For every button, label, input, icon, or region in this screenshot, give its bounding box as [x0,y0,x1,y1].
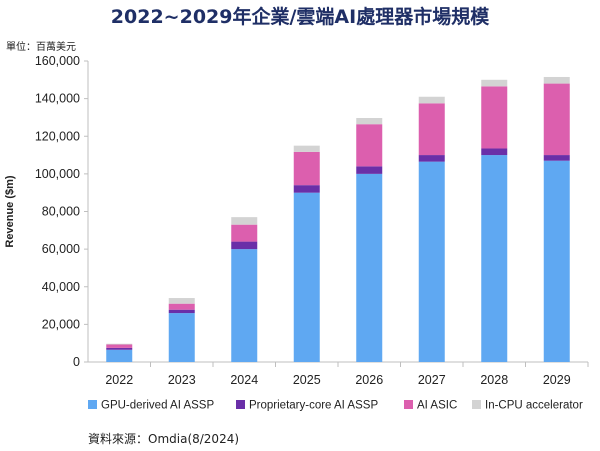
bar-segment [293,192,320,362]
bar-segment [231,217,258,225]
bar-segment [231,241,258,250]
legend-swatch [404,400,413,409]
bar-segment [168,303,195,310]
bar-segment [418,155,445,162]
bar-segment [168,309,195,314]
bar-segment [481,155,508,362]
legend-label: GPU-derived AI ASSP [101,400,214,412]
bar-segment [418,103,445,156]
page-title: 2022~2029年企業/雲端AI處理器市場規模 [110,6,490,28]
y-tick-label: 40,000 [42,280,80,294]
bar-segment [293,185,320,193]
unit-note: 單位：百萬美元 [6,42,76,53]
bar-segment [543,83,570,156]
bar-segment [543,160,570,362]
bar-segment [106,349,133,362]
y-tick-label: 0 [73,355,80,369]
bar-segment [168,298,195,304]
x-tick-label: 2022 [105,373,133,387]
bar-segment [543,76,570,84]
bar-segment [293,151,320,186]
bar-segment [356,124,383,167]
y-tick-label: 100,000 [35,167,80,181]
y-axis-title: Revenue ($m) [4,175,16,247]
legend-label: In-CPU accelerator [485,400,583,412]
bar-segment [168,313,195,362]
bar-segment [106,343,133,345]
bar-segment [481,148,508,156]
bar-segment [418,161,445,362]
bar-segment [106,347,133,350]
y-tick-label: 160,000 [35,54,80,68]
bar-segment [418,96,445,104]
bar-segment [106,344,133,348]
bar-segment [231,224,258,242]
legend-swatch [88,400,97,409]
bar-segment [293,145,320,152]
bar-segment [356,118,383,125]
bar-segment [481,86,508,149]
source-note: 資料來源：Omdia(8/2024) [88,432,240,446]
legend-label: AI ASIC [417,400,457,412]
plot-area: 0 20,000 40,000 60,000 80,000 100,000 120,000 1… [4,54,589,387]
legend: GPU-derived AI ASSP Proprietary-core AI A… [88,400,583,412]
x-tick-label: 2026 [355,373,383,387]
x-tick-label: 2029 [543,373,571,387]
y-tick-label: 140,000 [35,92,80,106]
legend-swatch [236,400,245,409]
y-tick-label: 60,000 [42,242,80,256]
y-tick-label: 120,000 [35,129,80,143]
bar-segment [231,249,258,362]
x-tick-label: 2028 [480,373,508,387]
x-tick-label: 2023 [168,373,196,387]
x-tick-label: 2025 [293,373,321,387]
y-tick-label: 80,000 [42,205,80,219]
bar-segment [481,79,508,87]
y-tick-label: 20,000 [42,317,80,331]
bar-segment [356,166,383,174]
x-tick-label: 2027 [418,373,446,387]
legend-label: Proprietary-core AI ASSP [249,400,378,412]
x-tick-label: 2024 [230,373,258,387]
bar-segment [356,173,383,362]
bar-segment [543,155,570,161]
legend-swatch [472,400,481,409]
